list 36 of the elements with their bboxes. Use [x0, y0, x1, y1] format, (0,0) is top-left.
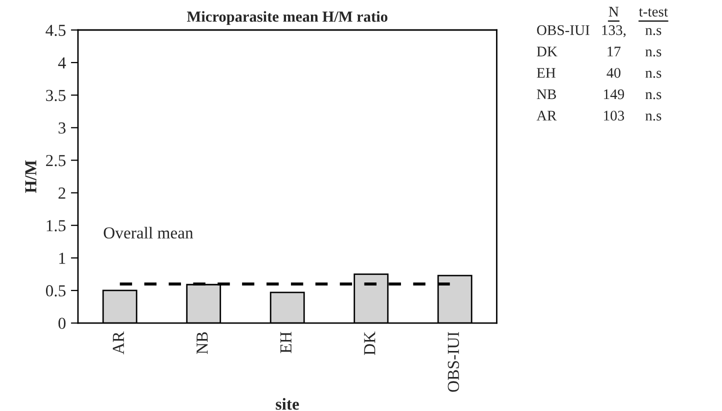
- y-tick-label: 1.5: [46, 220, 66, 232]
- text: n.s: [645, 114, 662, 121]
- chart-title: Microparasite mean H/M ratio: [186, 11, 388, 25]
- y-tick-label: 2: [58, 188, 66, 199]
- text: n.s: [645, 49, 662, 57]
- x-tick-label: EH: [280, 332, 292, 354]
- text: AR: [536, 110, 557, 120]
- text: 40: [606, 68, 620, 78]
- y-tick-label: 0: [58, 318, 66, 329]
- text: 133,: [602, 25, 626, 38]
- y-tick-label: 3: [58, 122, 66, 134]
- text: n.s: [645, 92, 662, 100]
- text: OBS-IUI: [537, 25, 590, 36]
- text: NB: [536, 90, 556, 100]
- y-axis-title: H/M: [25, 160, 36, 193]
- text: 17: [608, 46, 621, 56]
- y-tick-label: 0.5: [46, 285, 66, 297]
- ref-line-label: Overall mean: [104, 226, 194, 239]
- x-tick-label: DK: [364, 332, 376, 355]
- y-tick-label: 4: [58, 57, 66, 68]
- text: EH: [536, 68, 556, 78]
- y-tick-label: 2.5: [46, 154, 66, 166]
- y-tick-label: 1: [59, 252, 66, 264]
- text: 149: [604, 89, 624, 100]
- text: DK: [536, 46, 558, 56]
- y-tick-label: 4.5: [46, 24, 66, 36]
- x-axis-title: site: [276, 398, 299, 410]
- x-tick-label: AR: [112, 331, 124, 354]
- y-tick-label: 3.5: [46, 90, 66, 102]
- text: n.s: [645, 28, 662, 36]
- text: n.s: [645, 70, 662, 78]
- text: t-test: [638, 8, 668, 17]
- text: 103: [604, 110, 624, 121]
- text: N: [608, 6, 619, 16]
- x-tick-label: NB: [196, 332, 208, 354]
- x-tick-label: OBS-IUI: [448, 332, 460, 392]
